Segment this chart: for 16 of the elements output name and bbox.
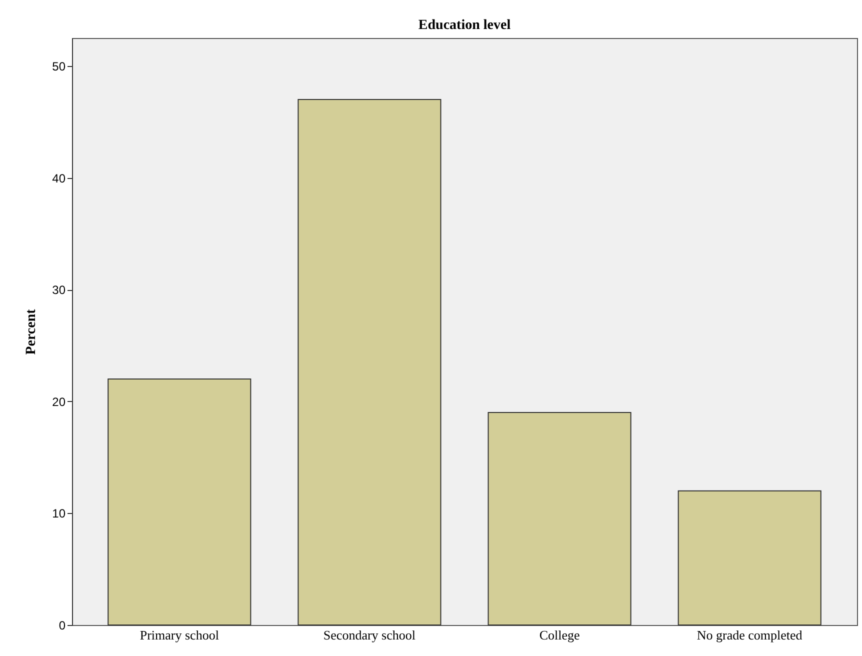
y-tick-label: 20: [52, 394, 66, 409]
bar: [298, 98, 442, 626]
bar: [108, 378, 252, 626]
y-tick-label: 50: [52, 59, 66, 74]
y-tick-label: 0: [58, 618, 66, 632]
bar: [488, 412, 632, 626]
chart-title: Education level: [418, 18, 511, 33]
y-tick-label: 10: [52, 506, 66, 521]
x-tick-label: Secondary school: [323, 628, 416, 642]
y-tick-label: 30: [52, 283, 66, 298]
y-tick-label: 40: [52, 171, 66, 186]
x-tick-label: Primary school: [140, 628, 220, 642]
y-axis-title: Percent: [24, 308, 40, 355]
x-tick-label: No grade completed: [696, 628, 803, 642]
x-tick-label: College: [539, 628, 580, 642]
bar: [678, 490, 822, 626]
